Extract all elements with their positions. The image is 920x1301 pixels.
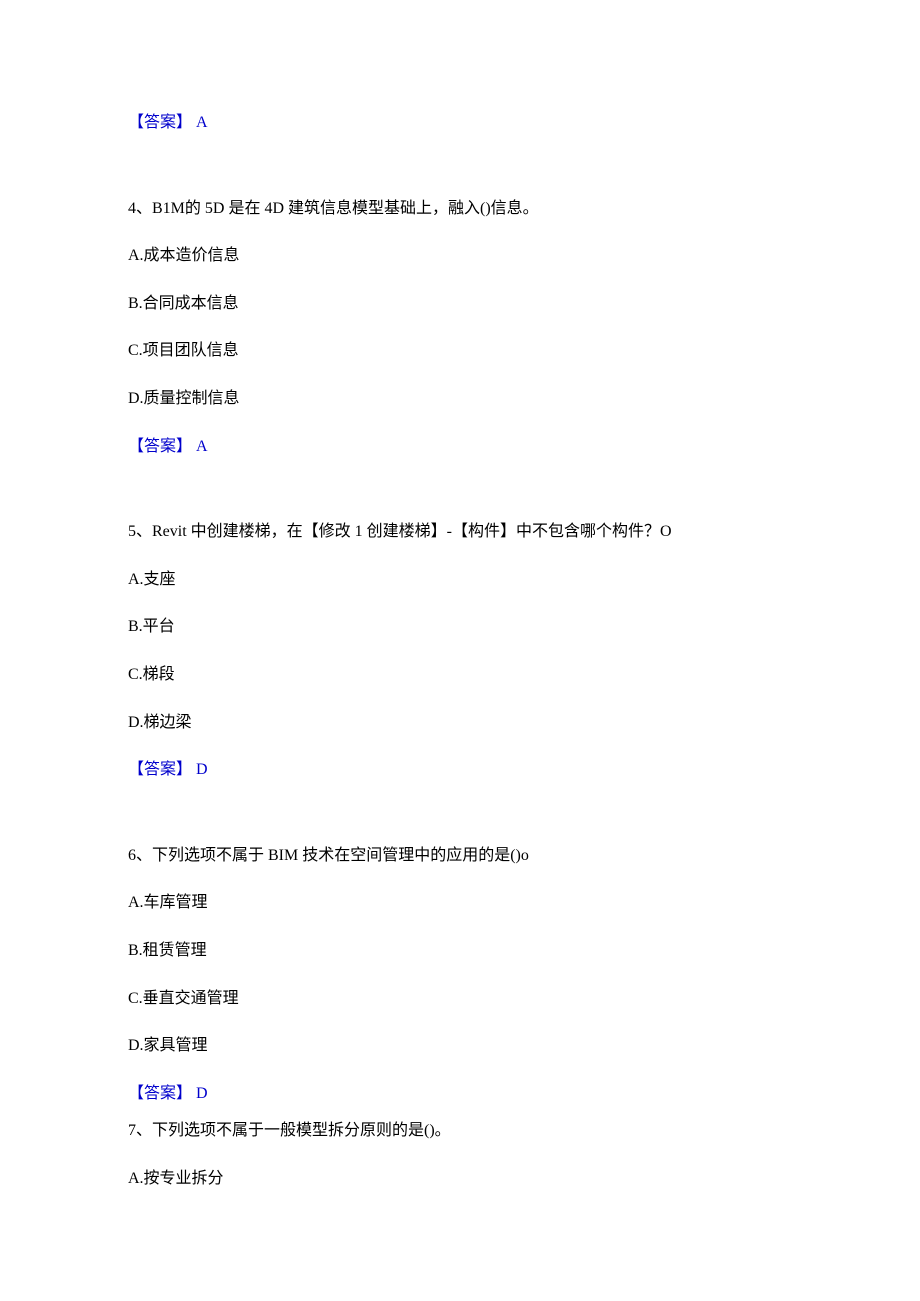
- question-6-answer: 【答案】D: [128, 1081, 792, 1107]
- question-4-option-c: C.项目团队信息: [128, 338, 792, 364]
- question-6-block: 6、下列选项不属于 BIM 技术在空间管理中的应用的是()o A.车库管理 B.…: [128, 843, 792, 1107]
- question-5-answer: 【答案】D: [128, 757, 792, 783]
- question-4-text: 4、B1M的 5D 是在 4D 建筑信息模型基础上，融入()信息。: [128, 196, 792, 222]
- question-7-block: 7、下列选项不属于一般模型拆分原则的是()。 A.按专业拆分: [128, 1118, 792, 1191]
- question-7-option-a: A.按专业拆分: [128, 1166, 792, 1192]
- answer-3-value: A: [196, 114, 208, 131]
- question-5-option-b: B.平台: [128, 614, 792, 640]
- question-6-answer-value: D: [196, 1085, 208, 1102]
- question-6-text: 6、下列选项不属于 BIM 技术在空间管理中的应用的是()o: [128, 843, 792, 869]
- question-5-answer-label: 【答案】: [128, 761, 192, 778]
- question-5-option-c: C.梯段: [128, 662, 792, 688]
- question-4-answer: 【答案】A: [128, 434, 792, 460]
- question-5-answer-value: D: [196, 761, 208, 778]
- question-4-option-a: A.成本造价信息: [128, 243, 792, 269]
- answer-3: 【答案】A: [128, 110, 792, 136]
- question-7-text: 7、下列选项不属于一般模型拆分原则的是()。: [128, 1118, 792, 1144]
- question-4-answer-value: A: [196, 438, 208, 455]
- question-6-option-c: C.垂直交通管理: [128, 986, 792, 1012]
- question-6-option-d: D.家具管理: [128, 1033, 792, 1059]
- question-4-option-d: D.质量控制信息: [128, 386, 792, 412]
- question-6-option-a: A.车库管理: [128, 890, 792, 916]
- question-5-option-a: A.支座: [128, 567, 792, 593]
- question-6-option-b: B.租赁管理: [128, 938, 792, 964]
- answer-3-block: 【答案】A: [128, 110, 792, 136]
- answer-3-label: 【答案】: [128, 114, 192, 131]
- question-4-block: 4、B1M的 5D 是在 4D 建筑信息模型基础上，融入()信息。 A.成本造价…: [128, 196, 792, 460]
- question-6-answer-label: 【答案】: [128, 1085, 192, 1102]
- question-4-option-b: B.合同成本信息: [128, 291, 792, 317]
- question-5-block: 5、Revit 中创建楼梯，在【修改 1 创建楼梯】-【构件】中不包含哪个构件？…: [128, 519, 792, 783]
- question-4-answer-label: 【答案】: [128, 438, 192, 455]
- question-5-text: 5、Revit 中创建楼梯，在【修改 1 创建楼梯】-【构件】中不包含哪个构件？…: [128, 519, 792, 545]
- question-5-option-d: D.梯边梁: [128, 710, 792, 736]
